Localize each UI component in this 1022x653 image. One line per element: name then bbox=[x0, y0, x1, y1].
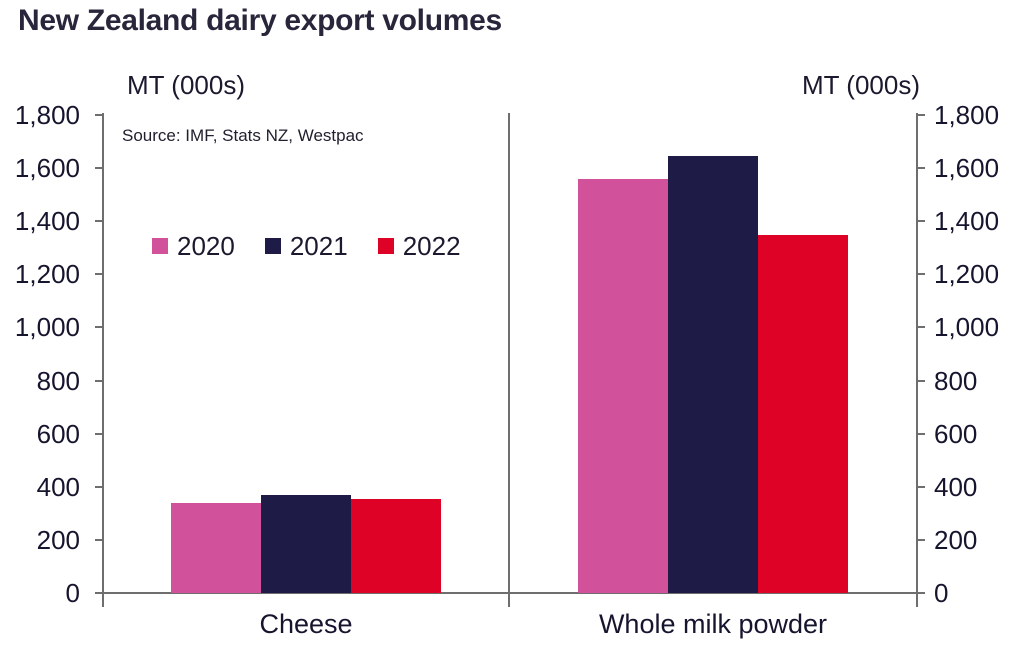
y-axis-unit-label-left: MT (000s) bbox=[127, 70, 245, 100]
y-tick-label-right: 1,800 bbox=[934, 100, 1000, 130]
y-tick-label-left: 200 bbox=[36, 524, 80, 555]
y-tick-label-left: 600 bbox=[36, 418, 80, 449]
bar-2021-whole-milk-powder bbox=[668, 156, 758, 593]
y-tick-right bbox=[916, 220, 925, 223]
y-tick-label-left: 0 bbox=[65, 578, 80, 608]
y-tick-left bbox=[95, 273, 104, 276]
legend-item-2021: 2021 bbox=[264, 231, 348, 261]
legend-swatch-2020 bbox=[152, 238, 168, 254]
y-tick-left bbox=[95, 485, 104, 488]
y-tick-label-left: 1,600 bbox=[14, 153, 80, 184]
category-label-whole-milk-powder: Whole milk powder bbox=[598, 609, 828, 639]
category-label-cheese: Cheese bbox=[259, 609, 353, 639]
y-tick-label-right: 0 bbox=[934, 578, 949, 608]
legend-label-2022: 2022 bbox=[402, 231, 461, 261]
bar-2022-cheese bbox=[351, 498, 441, 593]
y-tick-right bbox=[916, 114, 925, 116]
y-tick-label-left: 400 bbox=[36, 471, 80, 502]
bar-2020-whole-milk-powder bbox=[578, 178, 668, 593]
y-tick-right bbox=[916, 592, 925, 594]
y-tick-left bbox=[95, 326, 104, 329]
y-tick-left bbox=[95, 592, 104, 594]
y-tick-label-left: 1,200 bbox=[14, 259, 80, 290]
y-tick-label-right: 1,200 bbox=[934, 259, 1000, 290]
x-axis-baseline bbox=[95, 592, 925, 594]
y-tick-label-right: 800 bbox=[934, 365, 978, 396]
y-tick-right bbox=[916, 432, 925, 435]
y-tick-right bbox=[916, 538, 925, 541]
legend-swatch-2022 bbox=[377, 238, 394, 254]
y-tick-left bbox=[95, 432, 104, 435]
legend-label-2020: 2020 bbox=[177, 231, 235, 261]
y-tick-left bbox=[95, 379, 104, 382]
y-tick-right bbox=[916, 326, 925, 329]
y-axis-unit-label-right: MT (000s) bbox=[802, 70, 920, 100]
y-tick-left bbox=[95, 167, 104, 170]
y-tick-right bbox=[916, 485, 925, 488]
y-tick-label-right: 200 bbox=[934, 524, 978, 555]
legend-item-2020: 2020 bbox=[152, 233, 235, 259]
bar-2021-cheese bbox=[261, 494, 351, 593]
y-tick-label-left: 1,400 bbox=[14, 206, 80, 237]
legend-swatch-2021 bbox=[264, 238, 281, 254]
bar-2022-whole-milk-powder bbox=[758, 234, 848, 593]
y-tick-label-right: 1,400 bbox=[934, 206, 1000, 237]
chart-title: New Zealand dairy export volumes bbox=[18, 4, 502, 37]
y-tick-right bbox=[916, 167, 925, 170]
y-tick-label-left: 1,800 bbox=[14, 100, 80, 130]
y-tick-label-left: 800 bbox=[36, 365, 80, 396]
panel-divider-line bbox=[508, 113, 510, 607]
y-tick-label-right: 600 bbox=[934, 418, 978, 449]
y-tick-left bbox=[95, 220, 104, 223]
y-tick-label-right: 400 bbox=[934, 471, 978, 502]
bar-2020-cheese bbox=[171, 502, 261, 593]
y-tick-left bbox=[95, 538, 104, 541]
legend-label-2021: 2021 bbox=[289, 231, 348, 261]
y-axis-line-left bbox=[102, 113, 104, 607]
y-tick-label-right: 1,000 bbox=[934, 312, 1000, 343]
y-tick-left bbox=[95, 114, 104, 116]
legend: 2020 2021 2022 bbox=[152, 233, 461, 259]
legend-item-2022: 2022 bbox=[377, 231, 461, 261]
source-note: Source: IMF, Stats NZ, Westpac bbox=[122, 126, 364, 145]
y-tick-label-left: 1,000 bbox=[14, 312, 80, 343]
y-axis-line-right bbox=[916, 113, 918, 607]
y-tick-right bbox=[916, 273, 925, 276]
y-tick-right bbox=[916, 379, 925, 382]
y-tick-label-right: 1,600 bbox=[934, 153, 1000, 184]
